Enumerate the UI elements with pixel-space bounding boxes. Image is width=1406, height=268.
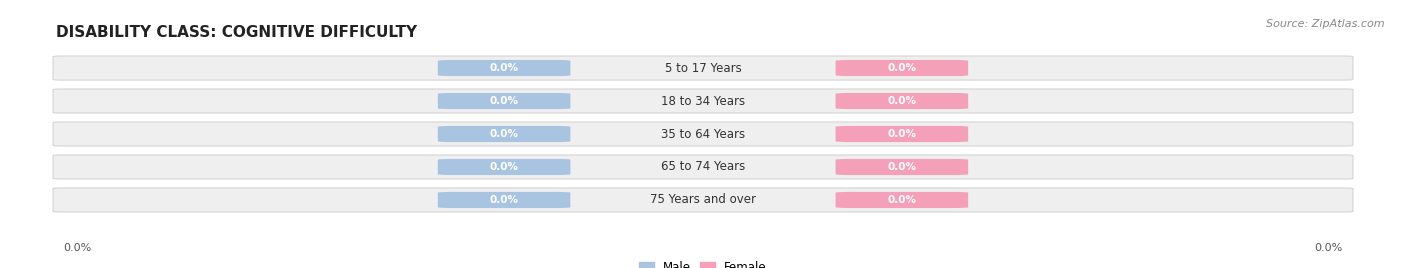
Text: 35 to 64 Years: 35 to 64 Years bbox=[661, 128, 745, 140]
Text: 65 to 74 Years: 65 to 74 Years bbox=[661, 161, 745, 173]
Text: 75 Years and over: 75 Years and over bbox=[650, 193, 756, 206]
FancyBboxPatch shape bbox=[835, 126, 969, 142]
FancyBboxPatch shape bbox=[437, 126, 571, 142]
Text: 0.0%: 0.0% bbox=[489, 63, 519, 73]
FancyBboxPatch shape bbox=[835, 60, 969, 76]
FancyBboxPatch shape bbox=[437, 159, 571, 175]
FancyBboxPatch shape bbox=[835, 159, 969, 175]
Text: DISABILITY CLASS: COGNITIVE DIFFICULTY: DISABILITY CLASS: COGNITIVE DIFFICULTY bbox=[56, 25, 418, 40]
FancyBboxPatch shape bbox=[437, 93, 571, 109]
Text: 0.0%: 0.0% bbox=[489, 96, 519, 106]
FancyBboxPatch shape bbox=[835, 192, 969, 208]
Text: Source: ZipAtlas.com: Source: ZipAtlas.com bbox=[1267, 19, 1385, 29]
Text: 0.0%: 0.0% bbox=[887, 162, 917, 172]
Text: 0.0%: 0.0% bbox=[489, 162, 519, 172]
FancyBboxPatch shape bbox=[437, 192, 571, 208]
Text: 0.0%: 0.0% bbox=[489, 129, 519, 139]
FancyBboxPatch shape bbox=[53, 155, 1353, 179]
Text: 0.0%: 0.0% bbox=[887, 96, 917, 106]
Text: 0.0%: 0.0% bbox=[887, 63, 917, 73]
FancyBboxPatch shape bbox=[53, 56, 1353, 80]
FancyBboxPatch shape bbox=[53, 188, 1353, 212]
FancyBboxPatch shape bbox=[53, 89, 1353, 113]
FancyBboxPatch shape bbox=[437, 60, 571, 76]
Legend: Male, Female: Male, Female bbox=[634, 256, 772, 268]
Text: 0.0%: 0.0% bbox=[63, 243, 91, 253]
Text: 5 to 17 Years: 5 to 17 Years bbox=[665, 62, 741, 75]
FancyBboxPatch shape bbox=[53, 122, 1353, 146]
Text: 0.0%: 0.0% bbox=[1315, 243, 1343, 253]
Text: 0.0%: 0.0% bbox=[887, 129, 917, 139]
Text: 0.0%: 0.0% bbox=[489, 195, 519, 205]
FancyBboxPatch shape bbox=[835, 93, 969, 109]
Text: 18 to 34 Years: 18 to 34 Years bbox=[661, 95, 745, 107]
Text: 0.0%: 0.0% bbox=[887, 195, 917, 205]
